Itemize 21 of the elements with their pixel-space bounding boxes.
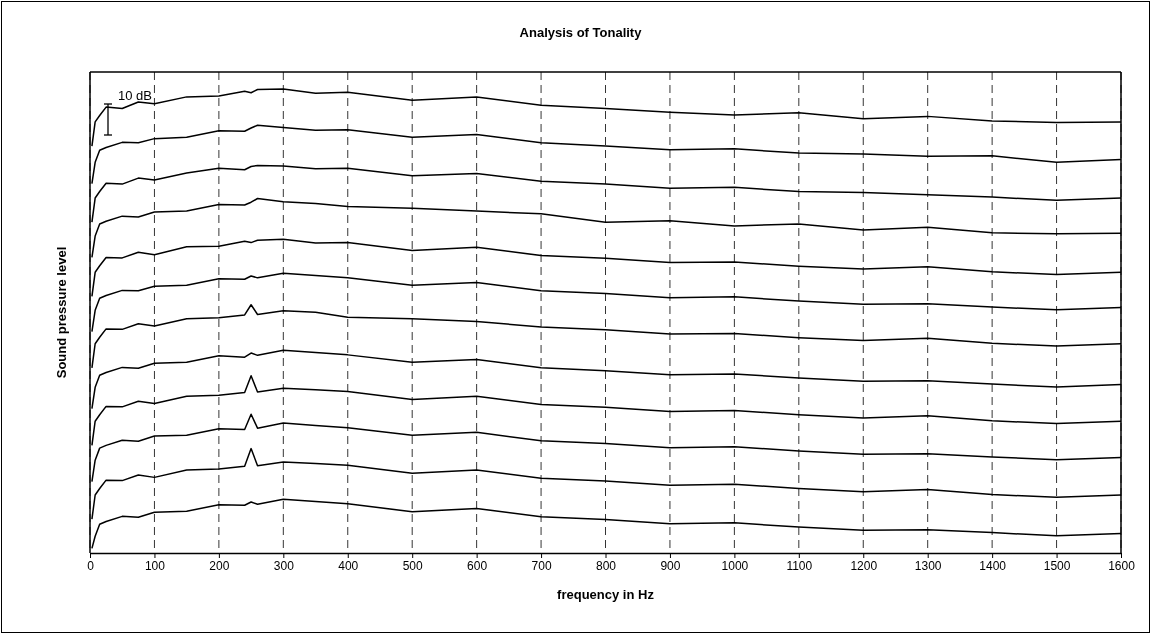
- x-tick-label: 1500: [1043, 558, 1071, 573]
- chart-title: Analysis of Tonality: [519, 25, 643, 40]
- x-tick-label: 500: [402, 558, 424, 573]
- x-tick-label: 0: [87, 558, 95, 573]
- x-tick-label: 1300: [914, 558, 942, 573]
- x-tick-label: 1400: [979, 558, 1007, 573]
- x-tick-label: 1200: [850, 558, 878, 573]
- x-tick-label: 900: [660, 558, 681, 573]
- x-tick-label: 1100: [786, 558, 813, 573]
- x-tick-label: 400: [338, 558, 359, 573]
- x-tick-label: 200: [209, 558, 230, 573]
- y-axis-title: Sound pressure level: [54, 246, 69, 379]
- x-axis-title: frequency in Hz: [557, 587, 655, 602]
- x-tick-label: 1600: [1108, 558, 1136, 573]
- x-tick-label: 800: [595, 558, 617, 573]
- x-tick-label: 1000: [721, 558, 749, 573]
- annotation: 10 dB: [118, 88, 152, 103]
- x-tick-label: 300: [273, 558, 295, 573]
- x-tick-label: 100: [144, 558, 166, 573]
- x-tick-label: 700: [531, 558, 552, 573]
- x-tick-label: 600: [467, 558, 488, 573]
